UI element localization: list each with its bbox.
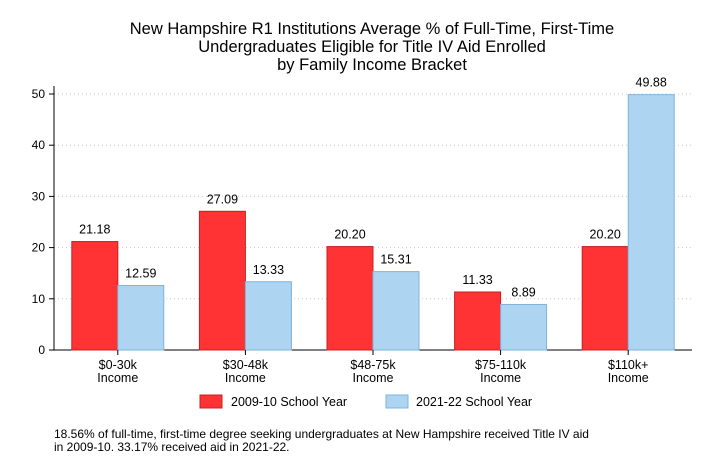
bar-s2-3 [372, 271, 420, 351]
y-tick-label-10: 10 [32, 292, 46, 306]
x-category-label-3-line-2: Income [353, 371, 394, 385]
data-label-s2-3: 15.31 [380, 253, 411, 267]
y-tick-label-0: 0 [38, 343, 45, 357]
data-label-s1-3: 20.20 [334, 228, 365, 242]
chart-title-line-2: Undergraduates Eligible for Title IV Aid… [198, 38, 546, 56]
x-category-label-4-line-2: Income [480, 371, 521, 385]
chart-title-line-3: by Family Income Bracket [277, 56, 467, 74]
y-tick-label-20: 20 [32, 241, 46, 255]
bar-s2-2 [244, 281, 292, 351]
y-tick-label-50: 50 [32, 87, 46, 101]
x-category-label-4-line-1: $75-110k [475, 358, 527, 372]
x-category-label-5-line-2: Income [608, 371, 649, 385]
data-label-s2-4: 8.89 [511, 285, 535, 299]
x-category-label-1-line-2: Income [97, 371, 138, 385]
data-label-s2-1: 12.59 [125, 267, 156, 281]
x-category-label-2-line-2: Income [225, 371, 266, 385]
data-label-s1-5: 20.20 [590, 228, 621, 242]
footnote-line-1: 18.56% of full-time, first-time degree s… [54, 427, 589, 441]
data-label-s2-2: 13.33 [253, 263, 284, 277]
data-label-s1-2: 27.09 [207, 192, 238, 206]
legend-swatch-1 [199, 394, 223, 409]
x-category-label-5-line-1: $110k+ [608, 358, 648, 372]
y-tick-label-30: 30 [32, 189, 46, 203]
data-label-s1-4: 11.33 [462, 273, 492, 287]
data-label-s2-5: 49.88 [636, 76, 667, 90]
x-category-label-2-line-1: $30-48k [223, 358, 269, 372]
footnote-line-2: in 2009-10. 33.17% received aid in 2021-… [54, 440, 290, 454]
footnote: 18.56% of full-time, first-time degree s… [54, 428, 694, 454]
bar-s1-1 [71, 241, 119, 351]
x-category-label-1-line-1: $0-30k [99, 358, 138, 372]
data-label-s1-1: 21.18 [79, 223, 110, 237]
y-tick-label-40: 40 [32, 138, 46, 152]
bar-s1-5 [581, 246, 629, 351]
chart-title-line-1: New Hampshire R1 Institutions Average % … [130, 20, 614, 38]
legend-label-2: 2021-22 School Year [416, 395, 532, 409]
legend-swatch-2 [385, 394, 409, 409]
bar-s1-3 [326, 246, 374, 351]
bar-s1-4 [454, 291, 502, 351]
x-category-label-3-line-1: $48-75k [350, 358, 396, 372]
bar-s2-5 [627, 94, 675, 351]
bar-s1-2 [198, 210, 246, 351]
bar-s2-1 [117, 285, 165, 351]
legend-label-1: 2009-10 School Year [231, 395, 347, 409]
bar-s2-4 [500, 303, 548, 351]
